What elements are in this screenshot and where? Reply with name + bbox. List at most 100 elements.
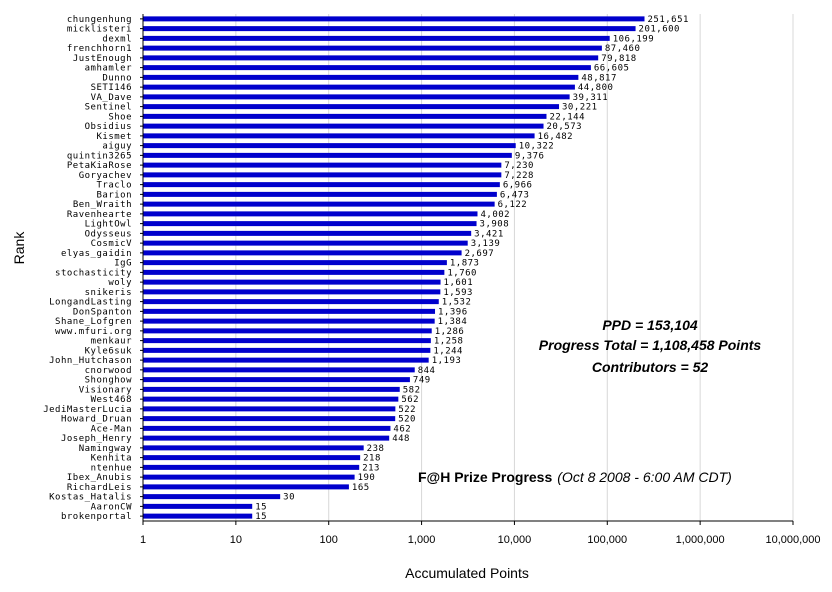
data-label: 3,908 <box>480 220 510 230</box>
data-label: 30 <box>283 493 295 503</box>
category-label: LightOwl <box>85 220 132 230</box>
category-label: Ben_Wraith <box>73 200 132 210</box>
value-labels: 251,651201,600106,19987,46079,81866,6054… <box>255 15 689 522</box>
bar <box>143 396 399 402</box>
ppd-annotation: PPD = 153,104 <box>602 317 698 333</box>
bar <box>143 494 281 500</box>
bar <box>143 377 410 383</box>
category-label: Dunno <box>102 73 132 83</box>
bars <box>143 16 645 519</box>
data-label: 66,605 <box>594 64 630 74</box>
data-label: 9,376 <box>515 151 545 161</box>
category-label: Goryachev <box>79 171 132 181</box>
data-label: 16,482 <box>538 132 574 142</box>
bar <box>143 250 462 256</box>
data-label: 39,311 <box>573 93 609 103</box>
bar <box>143 84 575 90</box>
category-label: VA_Dave <box>91 93 132 103</box>
category-label: Kenhita <box>91 454 132 464</box>
category-label: amhamler <box>85 64 132 74</box>
bar <box>143 357 429 363</box>
data-label: 1,601 <box>444 278 474 288</box>
bar <box>143 221 477 227</box>
category-label: Odysseus <box>85 229 132 239</box>
bar <box>143 416 396 422</box>
data-label: 7,228 <box>504 171 534 181</box>
data-label: 749 <box>413 376 431 386</box>
data-label: 15 <box>255 502 267 512</box>
category-label: RichardLeis <box>67 483 132 493</box>
grid-lines <box>235 14 794 521</box>
category-label: Kismet <box>96 132 132 142</box>
bar <box>143 474 355 480</box>
bar <box>143 484 349 490</box>
category-label: Joseph_Henry <box>61 434 132 444</box>
data-label: 165 <box>352 483 370 493</box>
data-label: 1,384 <box>438 317 468 327</box>
category-label: SETI146 <box>91 83 132 93</box>
category-label: Shoe <box>108 112 132 122</box>
bar <box>143 308 436 314</box>
bar <box>143 513 253 519</box>
x-tick-label: 1 <box>140 534 146 546</box>
category-label: Ace-Man <box>91 424 132 434</box>
data-label: 251,651 <box>648 15 689 25</box>
category-label: aiguy <box>102 142 132 152</box>
bar <box>143 338 431 344</box>
category-label: menkaur <box>91 337 133 347</box>
data-label: 2,697 <box>465 249 495 259</box>
category-label: frenchhorn1 <box>67 44 132 54</box>
x-tick-label: 100,000 <box>587 534 627 546</box>
category-label: AaronCW <box>91 502 133 512</box>
bar <box>143 35 610 41</box>
x-tick-labels: 1 10 100 1,000 10,000 100,000 1,000,000 10,000,… <box>140 521 821 546</box>
bar <box>143 104 560 110</box>
category-label: LongandLasting <box>49 298 132 308</box>
category-label: elyas_gaidin <box>61 249 132 259</box>
bar <box>143 347 431 353</box>
data-label: 79,818 <box>601 54 637 64</box>
category-label: West468 <box>91 395 132 405</box>
data-label: 3,139 <box>471 239 501 249</box>
category-label: JediMasterLucia <box>43 405 132 415</box>
category-label: Ibex_Anubis <box>67 473 132 483</box>
data-label: 1,532 <box>442 298 472 308</box>
prize-date: (Oct 8 2008 - 6:00 AM CDT) <box>557 469 732 485</box>
category-label: cnorwood <box>85 366 132 376</box>
data-label: 1,396 <box>438 307 468 317</box>
bar <box>143 55 599 61</box>
bar <box>143 289 441 295</box>
bar <box>143 279 441 285</box>
bar <box>143 74 579 80</box>
bar <box>143 240 468 246</box>
category-label: Ravenhearte <box>67 210 132 220</box>
bar <box>143 464 360 470</box>
bar <box>143 386 400 392</box>
category-label: www.mfuri.org <box>55 327 132 337</box>
bar <box>143 318 435 324</box>
data-label: 3,421 <box>474 229 504 239</box>
category-label: Kostas_Hatalis <box>49 493 132 503</box>
data-label: 520 <box>398 415 416 425</box>
bar <box>143 328 432 334</box>
category-label: CosmicV <box>91 239 133 249</box>
bar <box>143 65 591 71</box>
bar <box>143 269 445 275</box>
progress-total-annotation: Progress Total = 1,108,458 Points <box>539 337 762 353</box>
bar <box>143 94 570 100</box>
category-label: Namingway <box>79 444 132 454</box>
category-label: snikeris <box>85 288 132 298</box>
category-label: stochasticity <box>55 268 132 278</box>
data-label: 213 <box>362 463 380 473</box>
data-label: 30,221 <box>562 103 598 113</box>
bar <box>143 260 447 266</box>
category-label: quintin3265 <box>67 151 132 161</box>
bar <box>143 152 512 158</box>
data-label: 1,760 <box>447 268 477 278</box>
category-label: ntenhue <box>91 463 132 473</box>
category-label: Shonghow <box>85 376 132 386</box>
bar <box>143 133 535 139</box>
data-label: 1,258 <box>434 337 464 347</box>
category-label: brokenportal <box>61 512 132 522</box>
bar <box>143 162 502 168</box>
